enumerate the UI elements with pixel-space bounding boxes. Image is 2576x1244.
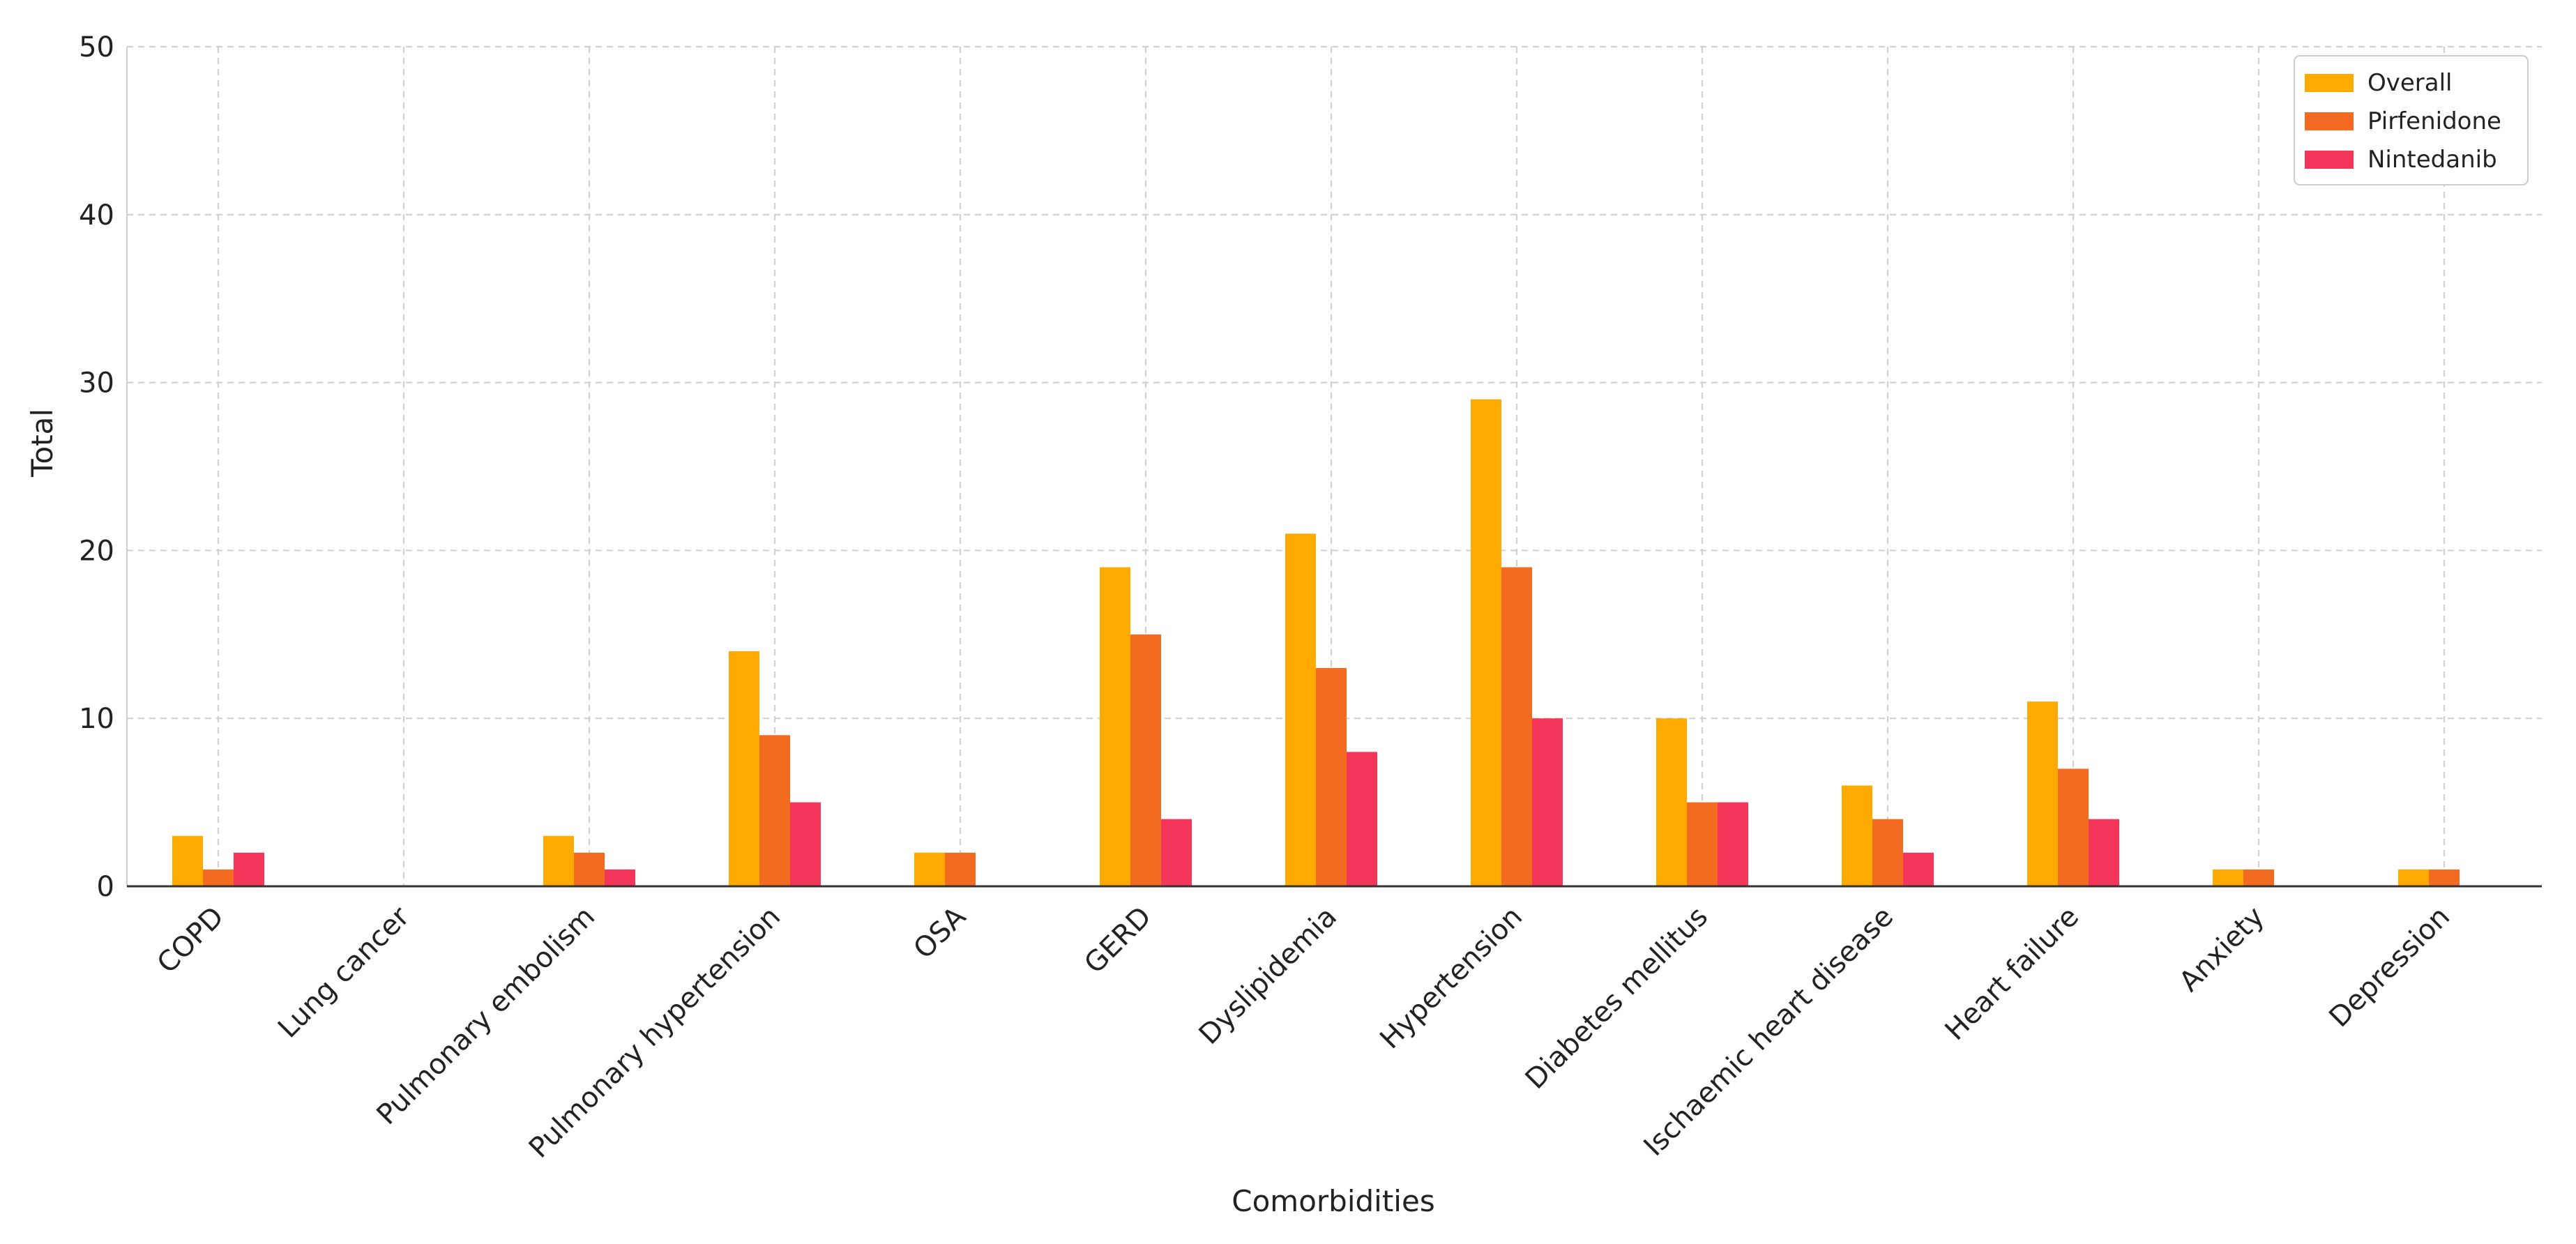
bar-pirfenidone-copd [203, 869, 234, 886]
y-axis-title: Total [25, 409, 59, 478]
bar-overall-depression [2398, 869, 2429, 886]
y-tick-label: 0 [97, 871, 114, 903]
bar-pirfenidone-diabetes-mellitus [1687, 802, 1718, 886]
bars-layer [172, 399, 2460, 886]
bar-nintedanib-ischaemic-heart-disease [1903, 852, 1934, 886]
bar-overall-gerd [1100, 567, 1130, 886]
bar-pirfenidone-pulmonary-hypertension [759, 735, 790, 886]
bar-overall-pulmonary-hypertension [729, 651, 759, 886]
bar-pirfenidone-hypertension [1501, 567, 1532, 886]
bar-pirfenidone-gerd [1130, 634, 1161, 886]
x-tick-label: Pulmonary embolism [371, 901, 602, 1132]
bar-nintedanib-diabetes-mellitus [1718, 802, 1748, 886]
bar-nintedanib-hypertension [1532, 718, 1563, 886]
bar-overall-anxiety [2213, 869, 2243, 886]
y-tick-label: 30 [79, 367, 114, 400]
bar-pirfenidone-ischaemic-heart-disease [1872, 819, 1903, 886]
bar-nintedanib-copd [234, 852, 264, 886]
bar-overall-copd [172, 835, 203, 886]
x-tick-label: OSA [907, 900, 972, 965]
x-tick-label: COPD [151, 901, 230, 980]
x-tick-label: Diabetes mellitus [1520, 901, 1714, 1095]
x-tick-label: GERD [1078, 901, 1158, 980]
legend-label-nintedanib: Nintedanib [2367, 146, 2497, 174]
x-tick-label: Hypertension [1374, 901, 1529, 1056]
bar-overall-ischaemic-heart-disease [1842, 785, 1872, 886]
y-tick-labels: 0 10 20 30 40 50 [79, 31, 114, 903]
bar-pirfenidone-pulmonary-embolism [574, 852, 605, 886]
bar-nintedanib-dyslipidemia [1347, 752, 1377, 886]
grid-layer [127, 46, 2542, 886]
x-tick-label: Dyslipidemia [1193, 901, 1343, 1051]
bar-nintedanib-pulmonary-hypertension [790, 802, 821, 886]
y-tick-label: 40 [79, 199, 114, 232]
x-tick-label: Depression [2323, 901, 2456, 1034]
bar-pirfenidone-dyslipidemia [1316, 667, 1347, 886]
y-tick-label: 10 [79, 703, 114, 735]
axes-layer [126, 47, 2542, 888]
bar-overall-osa [914, 852, 945, 886]
legend-label-pirfenidone: Pirfenidone [2367, 107, 2501, 135]
bar-pirfenidone-osa [945, 852, 976, 886]
bar-nintedanib-gerd [1161, 819, 1192, 886]
bar-overall-hypertension [1471, 399, 1501, 886]
bar-overall-pulmonary-embolism [543, 835, 574, 886]
bar-overall-diabetes-mellitus [1656, 718, 1687, 886]
y-tick-label: 50 [79, 31, 114, 63]
y-tick-label: 20 [79, 535, 114, 567]
bar-overall-dyslipidemia [1285, 533, 1316, 886]
x-tick-label: Lung cancer [272, 900, 416, 1044]
bar-nintedanib-heart-failure [2089, 819, 2119, 886]
bar-pirfenidone-anxiety [2243, 869, 2274, 886]
legend-swatch-pirfenidone [2305, 112, 2354, 130]
x-tick-label: Heart failure [1939, 901, 2085, 1047]
bar-pirfenidone-depression [2429, 869, 2460, 886]
bar-pirfenidone-heart-failure [2058, 768, 2089, 886]
bar-nintedanib-pulmonary-embolism [605, 869, 635, 886]
bar-overall-heart-failure [2027, 701, 2058, 886]
legend-swatch-nintedanib [2305, 151, 2354, 169]
x-axis-title: Comorbidities [1232, 1184, 1434, 1218]
legend-swatch-overall [2305, 74, 2354, 92]
x-tick-label: Anxiety [2173, 901, 2271, 999]
legend: Overall Pirfenidone Nintedanib [2294, 55, 2529, 185]
legend-label-overall: Overall [2367, 69, 2453, 97]
